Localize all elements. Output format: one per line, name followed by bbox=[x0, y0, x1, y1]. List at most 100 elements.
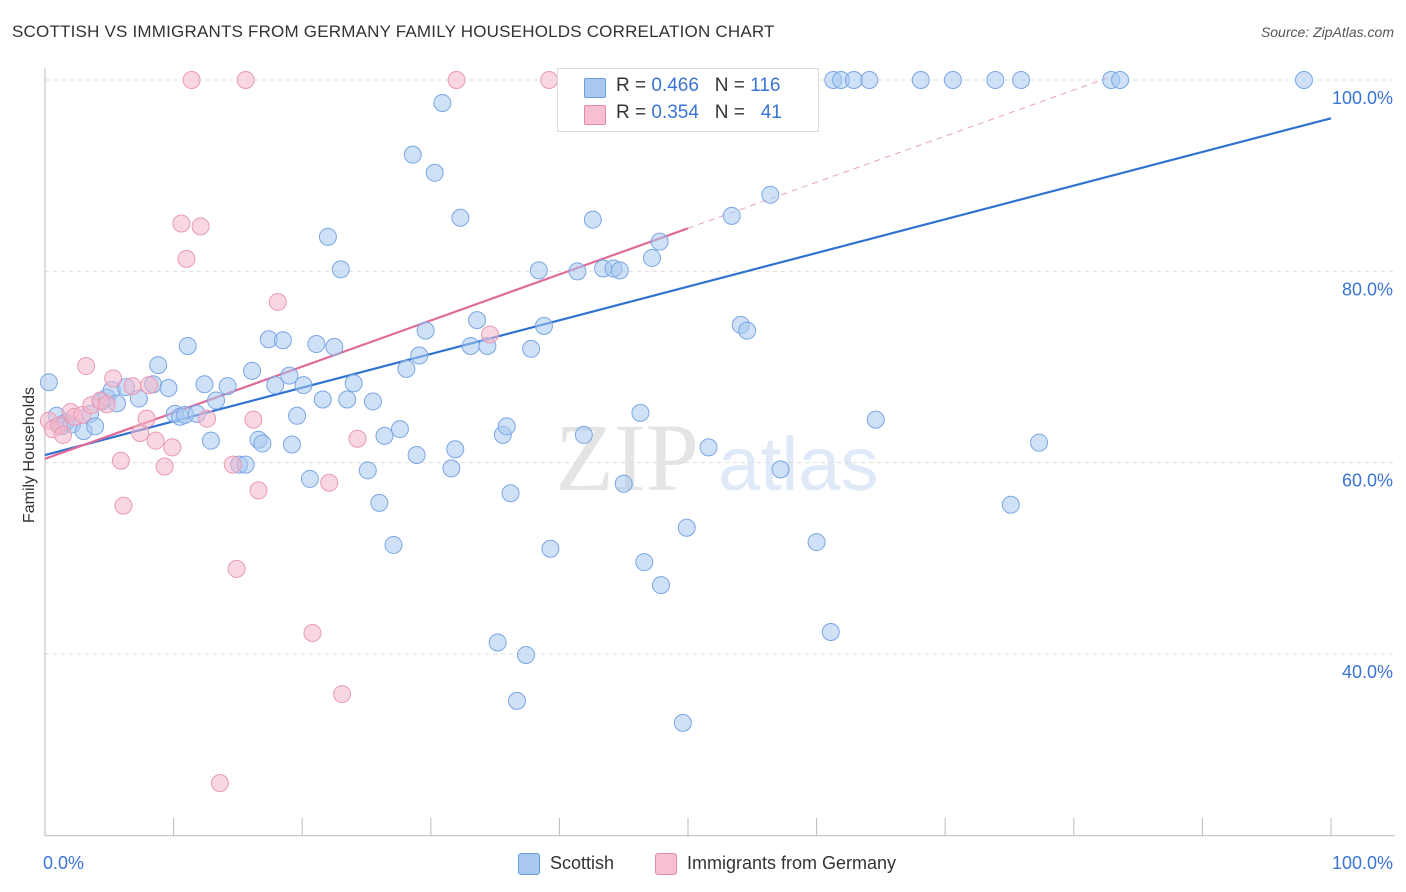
point-scottish bbox=[375, 426, 394, 445]
point-scottish bbox=[642, 248, 661, 267]
point-germany bbox=[244, 410, 263, 429]
point-scottish bbox=[631, 403, 650, 422]
point-scottish bbox=[673, 713, 692, 732]
point-germany bbox=[111, 451, 130, 470]
trendline-germany-extension bbox=[687, 75, 1113, 229]
point-scottish bbox=[497, 417, 516, 436]
point-scottish bbox=[651, 576, 670, 595]
legend-r-value: 0.354 bbox=[651, 102, 699, 123]
x-tick-label-max: 100.0% bbox=[1332, 853, 1393, 873]
point-scottish bbox=[403, 145, 422, 164]
point-scottish bbox=[1111, 71, 1130, 89]
point-scottish bbox=[821, 622, 840, 641]
point-germany bbox=[333, 685, 352, 704]
point-scottish bbox=[807, 533, 826, 552]
point-scottish bbox=[207, 391, 226, 410]
point-scottish bbox=[844, 71, 863, 89]
point-scottish bbox=[425, 163, 444, 182]
point-scottish bbox=[39, 373, 58, 392]
legend-r-label: R = bbox=[616, 75, 652, 96]
point-scottish bbox=[178, 336, 197, 355]
legend-n-label: N = bbox=[714, 75, 751, 96]
point-germany bbox=[191, 217, 210, 236]
point-germany bbox=[268, 292, 287, 311]
legend-swatch-germany bbox=[655, 853, 677, 875]
point-germany bbox=[223, 455, 242, 474]
point-germany bbox=[137, 409, 156, 428]
point-scottish bbox=[468, 311, 487, 330]
legend-swatch-scottish bbox=[518, 853, 540, 875]
legend-r-value: 0.466 bbox=[651, 75, 699, 96]
point-germany bbox=[123, 377, 142, 396]
point-scottish bbox=[280, 366, 299, 385]
point-scottish bbox=[446, 440, 465, 459]
point-germany bbox=[177, 249, 196, 268]
point-germany bbox=[163, 438, 182, 457]
point-scottish bbox=[397, 359, 416, 378]
point-scottish bbox=[860, 71, 879, 89]
point-scottish bbox=[344, 374, 363, 393]
point-scottish bbox=[1030, 433, 1049, 452]
point-scottish bbox=[338, 390, 357, 409]
point-scottish bbox=[390, 420, 409, 439]
point-scottish bbox=[911, 71, 930, 89]
point-scottish bbox=[1294, 71, 1313, 89]
point-scottish bbox=[410, 346, 429, 365]
point-scottish bbox=[501, 484, 520, 503]
point-scottish bbox=[318, 227, 337, 246]
point-germany bbox=[155, 457, 174, 476]
point-scottish bbox=[159, 379, 178, 398]
point-scottish bbox=[370, 493, 389, 512]
point-scottish bbox=[358, 461, 377, 480]
stats-legend: R = 0.466 N = 116 R = 0.354 N = 41 bbox=[557, 68, 819, 132]
point-scottish bbox=[738, 321, 757, 340]
point-scottish bbox=[522, 339, 541, 358]
trendlines bbox=[44, 75, 1332, 460]
point-scottish bbox=[541, 539, 560, 558]
point-scottish bbox=[614, 474, 633, 493]
watermark-zip: ZIP bbox=[555, 404, 699, 511]
trendline-scottish bbox=[44, 117, 1332, 457]
point-scottish bbox=[451, 208, 470, 227]
point-scottish bbox=[771, 460, 790, 479]
legend-label-germany: Immigrants from Germany bbox=[687, 853, 897, 873]
point-scottish bbox=[273, 331, 292, 350]
point-germany bbox=[114, 496, 133, 515]
point-scottish bbox=[384, 535, 403, 554]
point-scottish bbox=[677, 518, 696, 537]
point-scottish bbox=[266, 376, 285, 395]
point-germany bbox=[172, 214, 191, 233]
point-germany bbox=[198, 409, 217, 428]
point-scottish bbox=[416, 321, 435, 340]
point-scottish bbox=[407, 446, 426, 465]
point-scottish bbox=[488, 633, 507, 652]
point-germany bbox=[249, 481, 268, 500]
y-tick-label: 60.0% bbox=[1342, 471, 1393, 491]
axes bbox=[44, 68, 1395, 837]
point-scottish bbox=[699, 438, 718, 457]
point-germany bbox=[77, 357, 96, 376]
legend-n-value: 41 bbox=[760, 102, 782, 123]
chart-source: Source: ZipAtlas.com bbox=[1260, 24, 1394, 40]
point-scottish bbox=[307, 335, 326, 354]
point-scottish bbox=[294, 376, 313, 395]
point-scottish bbox=[442, 459, 461, 478]
tick-labels: 40.0% 60.0% 80.0% 100.0% 0.0% 100.0% bbox=[43, 88, 1393, 873]
point-germany bbox=[97, 395, 116, 414]
point-scottish bbox=[282, 435, 301, 454]
legend-n-label: N = bbox=[714, 102, 751, 123]
point-scottish bbox=[529, 261, 548, 280]
point-scottish bbox=[534, 316, 553, 335]
point-scottish bbox=[461, 336, 480, 355]
point-scottish bbox=[300, 469, 319, 488]
point-scottish bbox=[195, 375, 214, 394]
chart-title: SCOTTISH VS IMMIGRANTS FROM GERMANY FAMI… bbox=[12, 22, 775, 41]
point-scottish bbox=[574, 425, 593, 444]
point-scottish bbox=[243, 361, 262, 380]
point-germany bbox=[104, 369, 123, 388]
point-germany bbox=[303, 623, 322, 642]
legend-swatch-germany bbox=[584, 105, 606, 125]
point-scottish bbox=[149, 356, 168, 375]
point-germany bbox=[210, 774, 229, 793]
